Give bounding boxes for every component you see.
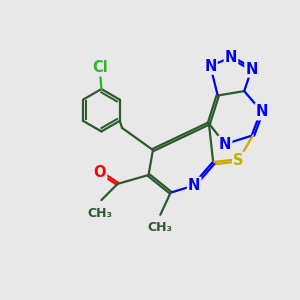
- Text: S: S: [233, 153, 244, 168]
- Text: Cl: Cl: [92, 60, 108, 75]
- Text: N: N: [256, 104, 268, 119]
- Text: N: N: [225, 50, 237, 65]
- Text: N: N: [204, 58, 217, 74]
- Text: CH₃: CH₃: [87, 207, 112, 220]
- Text: O: O: [94, 165, 106, 180]
- Text: CH₃: CH₃: [148, 221, 173, 234]
- Text: N: N: [219, 136, 231, 152]
- Text: N: N: [245, 61, 258, 76]
- Text: N: N: [188, 178, 200, 193]
